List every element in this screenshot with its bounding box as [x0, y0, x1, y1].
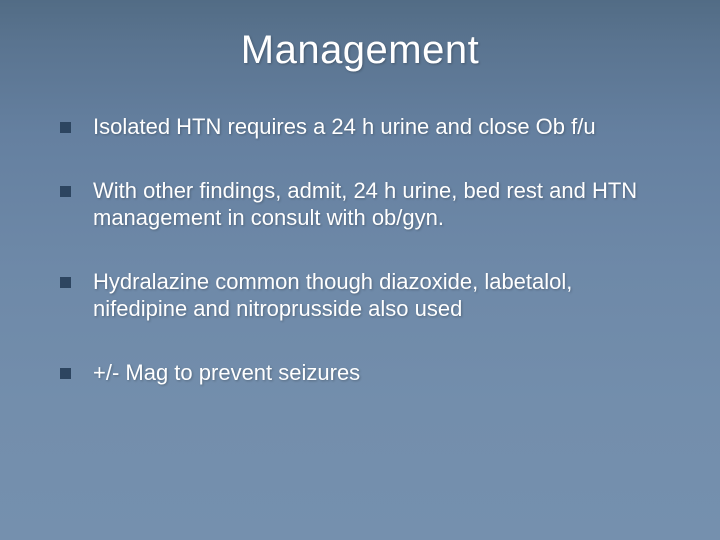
bullet-text: With other findings, admit, 24 h urine, …	[93, 177, 660, 232]
bullet-text: Hydralazine common though diazoxide, lab…	[93, 268, 660, 323]
slide: Management Isolated HTN requires a 24 h …	[0, 0, 720, 540]
bullet-text: +/- Mag to prevent seizures	[93, 359, 360, 387]
list-item: +/- Mag to prevent seizures	[60, 359, 660, 387]
bullet-text: Isolated HTN requires a 24 h urine and c…	[93, 113, 596, 141]
list-item: Isolated HTN requires a 24 h urine and c…	[60, 113, 660, 141]
square-bullet-icon	[60, 368, 71, 379]
slide-content: Isolated HTN requires a 24 h urine and c…	[0, 73, 720, 386]
list-item: With other findings, admit, 24 h urine, …	[60, 177, 660, 232]
list-item: Hydralazine common though diazoxide, lab…	[60, 268, 660, 323]
square-bullet-icon	[60, 122, 71, 133]
square-bullet-icon	[60, 186, 71, 197]
slide-title: Management	[0, 0, 720, 73]
square-bullet-icon	[60, 277, 71, 288]
